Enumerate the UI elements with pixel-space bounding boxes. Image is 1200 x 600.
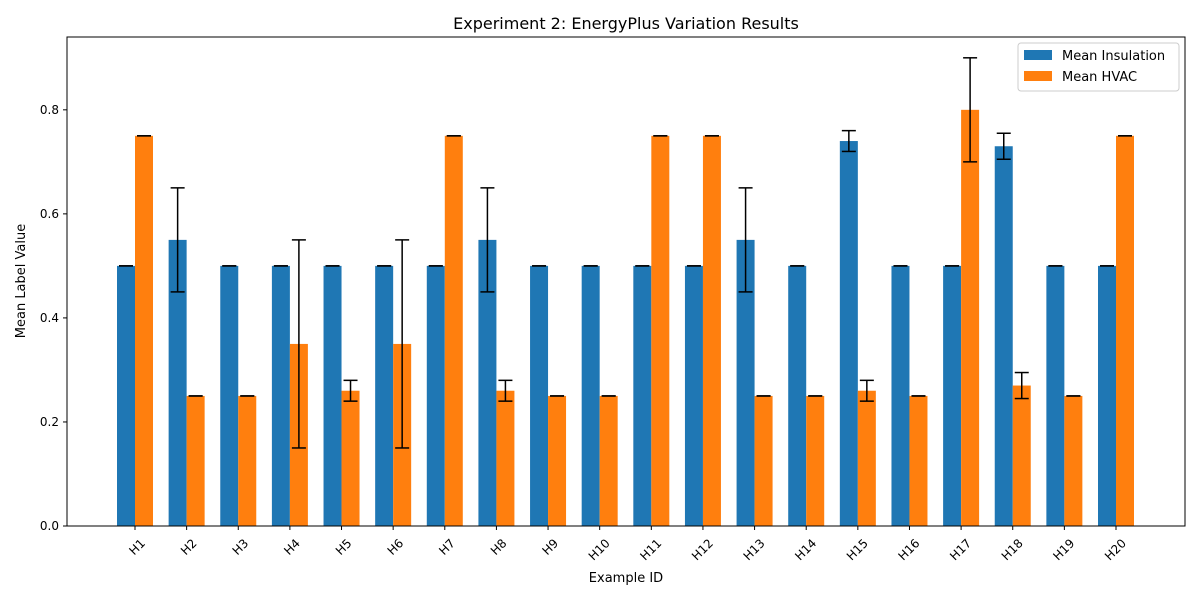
x-tick-label-H10: H10 [586, 536, 613, 563]
y-tick-label-4: 0.8 [40, 103, 59, 117]
x-tick-label-H20: H20 [1102, 536, 1129, 563]
x-axis-label: Example ID [589, 571, 663, 586]
x-tick-label-H11: H11 [637, 536, 664, 563]
legend-label-hvac: Mean HVAC [1062, 70, 1137, 85]
x-tick-label-H8: H8 [488, 536, 510, 558]
bar-hvac-H7 [444, 135, 463, 526]
bar-hvac-H15 [857, 390, 876, 526]
y-tick-label-1: 0.2 [40, 415, 59, 429]
bar-hvac-H2 [186, 395, 205, 526]
bar-insulation-H15 [839, 141, 858, 527]
legend: Mean Insulation Mean HVAC [1017, 42, 1180, 92]
bar-hvac-H9 [548, 395, 567, 526]
error-bar-insulation-H13 [738, 187, 753, 293]
error-bar-hvac-H6 [395, 239, 410, 449]
bar-insulation-H16 [891, 265, 910, 526]
x-tick-label-H1: H1 [126, 536, 148, 558]
bar-insulation-H1 [117, 265, 135, 526]
bar-hvac-H8 [496, 390, 515, 526]
x-tick-label-H13: H13 [741, 536, 768, 563]
bar-insulation-H13 [736, 239, 755, 526]
bar-insulation-H3 [220, 265, 239, 526]
x-tick-label-H2: H2 [178, 536, 200, 558]
bar-hvac-H10 [599, 395, 618, 526]
x-tick-label-H7: H7 [436, 536, 458, 558]
bar-insulation-H7 [426, 265, 445, 526]
error-bar-hvac-H4 [291, 239, 306, 449]
x-tick-label-H18: H18 [999, 536, 1026, 563]
error-bar-insulation-H15 [841, 129, 856, 153]
error-bar-hvac-H15 [859, 379, 874, 402]
x-tick-label-H5: H5 [333, 536, 355, 558]
x-tick-label-H4: H4 [281, 536, 303, 558]
error-bar-hvac-H5 [343, 379, 358, 402]
bar-insulation-H11 [633, 265, 652, 526]
error-bar-insulation-H2 [170, 187, 185, 293]
bar-hvac-H20 [1116, 135, 1134, 526]
x-tick-label-H3: H3 [230, 536, 252, 558]
y-axis-label: Mean Label Value [14, 224, 29, 338]
error-bar-insulation-H8 [480, 187, 495, 293]
legend-frame [1017, 42, 1180, 92]
bar-hvac-H13 [754, 395, 773, 526]
bar-insulation-H14 [788, 265, 807, 526]
x-tick-label-H9: H9 [539, 536, 561, 558]
bar-hvac-H12 [702, 135, 721, 526]
bar-insulation-H5 [323, 265, 342, 526]
bars-layer [117, 109, 1134, 527]
error-bar-insulation-H18 [996, 132, 1011, 160]
bar-insulation-H18 [994, 146, 1013, 527]
x-tick-label-H14: H14 [792, 536, 819, 563]
bar-insulation-H4 [271, 265, 290, 526]
bar-hvac-H17 [961, 109, 980, 526]
bar-insulation-H9 [530, 265, 549, 526]
error-bar-hvac-H8 [498, 379, 513, 402]
bar-insulation-H6 [375, 265, 394, 526]
legend-label-insulation: Mean Insulation [1062, 49, 1165, 64]
bar-hvac-H1 [135, 135, 153, 526]
x-tick-label-H15: H15 [844, 536, 871, 563]
legend-swatch-hvac [1024, 71, 1052, 81]
error-bar-hvac-H17 [963, 57, 978, 163]
legend-swatch-insulation [1024, 50, 1052, 60]
bar-insulation-H20 [1098, 265, 1116, 526]
bar-hvac-H11 [651, 135, 670, 526]
y-tick-label-3: 0.6 [40, 207, 59, 221]
y-tick-label-0: 0.0 [40, 519, 59, 533]
error-bars-layer [119, 57, 1132, 449]
bar-insulation-H19 [1046, 265, 1065, 526]
x-tick-label-H19: H19 [1050, 536, 1077, 563]
x-tick-label-H17: H17 [947, 536, 974, 563]
bar-hvac-H19 [1064, 395, 1083, 526]
x-tick-label-H12: H12 [689, 536, 716, 563]
bar-insulation-H12 [684, 265, 703, 526]
chart-title: Experiment 2: EnergyPlus Variation Resul… [453, 14, 799, 33]
bar-insulation-H2 [168, 239, 187, 526]
x-axis: H1 H2 H3 H4 H5 H6 H7 H8 H9 H10 H11 H12 H13 H14 H15 H16 H… [126, 526, 1129, 563]
error-bar-hvac-H18 [1014, 371, 1029, 400]
plot-area-frame [66, 36, 1186, 527]
x-tick-label-H16: H16 [895, 536, 922, 563]
y-axis: 0.0 0.2 0.4 0.6 0.8 [40, 103, 67, 533]
bar-insulation-H8 [478, 239, 497, 526]
bar-hvac-H3 [238, 395, 257, 526]
x-tick-label-H6: H6 [385, 536, 407, 558]
bar-hvac-H16 [909, 395, 928, 526]
bar-insulation-H10 [581, 265, 600, 526]
bar-hvac-H18 [1012, 385, 1031, 526]
y-tick-label-2: 0.4 [40, 311, 59, 325]
bar-insulation-H17 [943, 265, 962, 526]
bar-hvac-H14 [806, 395, 825, 526]
bar-hvac-H5 [341, 390, 360, 526]
